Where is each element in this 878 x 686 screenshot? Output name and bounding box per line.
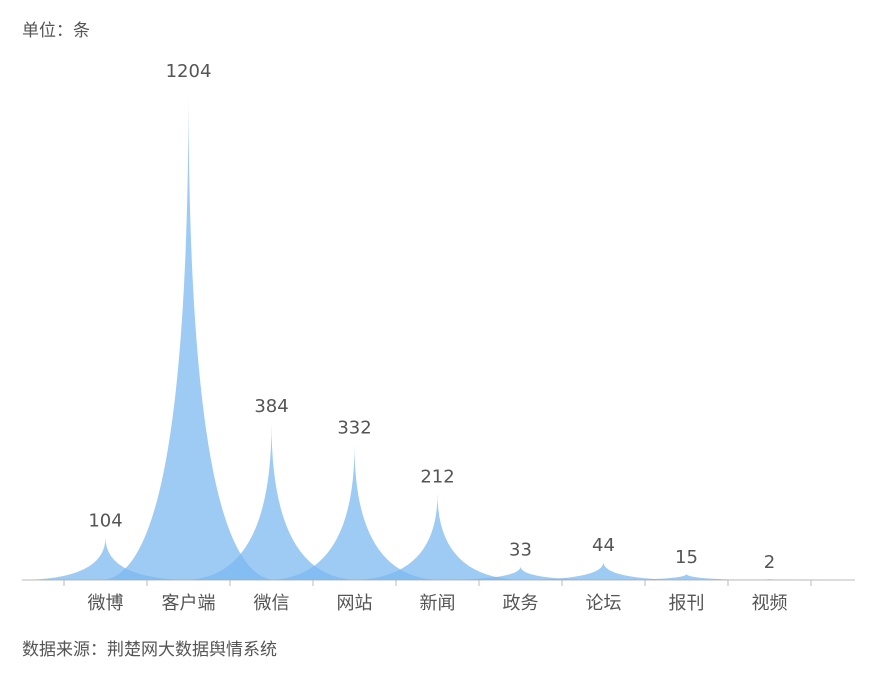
x-tick-label: 新闻	[420, 593, 456, 614]
source-label: 数据来源：荆楚网大数据舆情系统	[22, 640, 277, 660]
x-tick-label: 网站	[337, 593, 373, 614]
value-label: 332	[337, 417, 371, 438]
bar	[266, 444, 443, 580]
x-tick-label: 微博	[88, 593, 124, 614]
value-label: 33	[509, 540, 532, 561]
bar	[432, 566, 609, 580]
x-tick-label: 视频	[752, 593, 788, 614]
x-tick-label: 论坛	[586, 593, 622, 614]
bar	[349, 493, 526, 580]
value-label: 15	[675, 547, 698, 568]
x-tick-label: 客户端	[162, 593, 216, 614]
bar	[515, 562, 692, 580]
value-label: 44	[592, 535, 615, 556]
bar	[598, 573, 775, 580]
unit-label: 单位：条	[22, 21, 90, 41]
bar	[100, 88, 277, 580]
bar	[17, 537, 194, 580]
value-label: 104	[88, 511, 122, 532]
x-tick-label: 报刊	[669, 593, 705, 614]
value-label: 212	[420, 466, 454, 487]
value-label: 1204	[166, 61, 212, 82]
value-label: 384	[254, 396, 288, 417]
bar	[681, 579, 858, 580]
bar	[183, 423, 360, 580]
value-label: 2	[764, 552, 775, 573]
x-tick-label: 微信	[254, 593, 290, 614]
x-tick-label: 政务	[503, 593, 539, 614]
